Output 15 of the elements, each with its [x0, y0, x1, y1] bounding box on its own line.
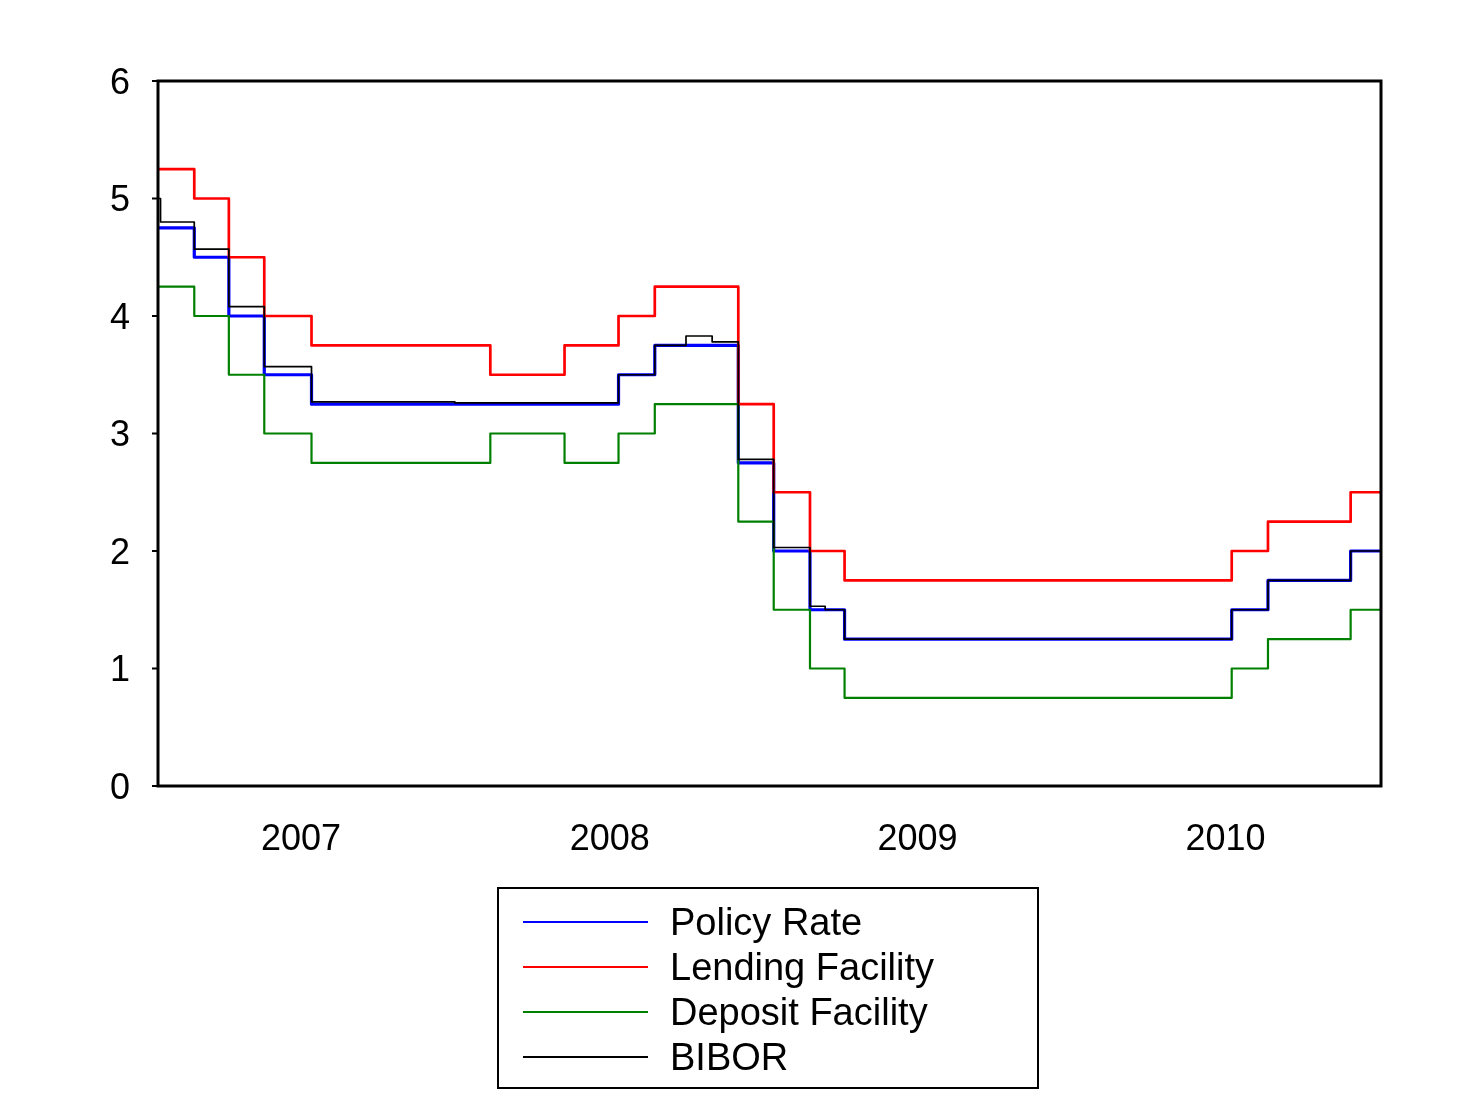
legend-label: Lending Facility	[670, 946, 935, 989]
y-tick-label: 6	[109, 60, 130, 102]
legend-label: BIBOR	[670, 1036, 789, 1079]
y-tick-label: 4	[109, 295, 130, 337]
legend-label: Deposit Facility	[670, 991, 928, 1034]
legend-label: Policy Rate	[670, 901, 863, 944]
x-tick-label: 2008	[569, 816, 650, 858]
y-tick-label: 3	[109, 413, 130, 455]
x-tick-label: 2010	[1185, 816, 1266, 858]
y-tick-label: 0	[109, 765, 130, 807]
y-tick-label: 1	[109, 648, 130, 690]
y-tick-label: 2	[109, 530, 130, 572]
y-tick-label: 5	[109, 178, 130, 220]
x-tick-label: 2009	[877, 816, 958, 858]
x-tick-label: 2007	[261, 816, 342, 858]
